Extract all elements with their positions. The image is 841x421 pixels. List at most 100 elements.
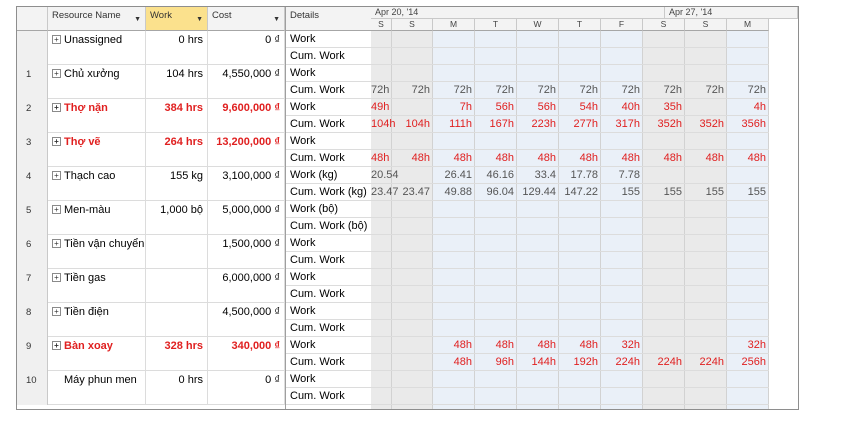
- usage-value-cell[interactable]: [392, 99, 433, 116]
- usage-value-cell[interactable]: [517, 388, 559, 405]
- cost-cell[interactable]: 4,550,000 ₫: [208, 65, 285, 99]
- usage-value-cell[interactable]: 155: [727, 184, 769, 201]
- work-cell[interactable]: [146, 235, 208, 269]
- usage-value-cell[interactable]: [559, 371, 601, 388]
- usage-value-cell[interactable]: [601, 218, 643, 235]
- usage-value-cell[interactable]: [371, 269, 392, 286]
- usage-value-cell[interactable]: [517, 65, 559, 82]
- expand-plus-icon[interactable]: +: [52, 103, 61, 112]
- usage-value-cell[interactable]: [601, 252, 643, 269]
- work-cell[interactable]: 0 hrs: [146, 31, 208, 65]
- usage-value-cell[interactable]: [601, 388, 643, 405]
- usage-value-cell[interactable]: [727, 320, 769, 337]
- resource-name-cell[interactable]: + Tiền vận chuyển: [48, 235, 146, 269]
- usage-value-cell[interactable]: [685, 320, 727, 337]
- usage-value-cell[interactable]: 48h: [433, 150, 475, 167]
- usage-value-cell[interactable]: 72h: [433, 82, 475, 99]
- resource-row[interactable]: + Bàn xoay 328 hrs 340,000 ₫: [48, 337, 285, 371]
- usage-value-cell[interactable]: [392, 269, 433, 286]
- detail-label[interactable]: Work: [286, 31, 372, 48]
- usage-value-cell[interactable]: 224h: [685, 354, 727, 371]
- cost-cell[interactable]: 4,500,000 ₫: [208, 303, 285, 337]
- usage-value-cell[interactable]: [475, 371, 517, 388]
- usage-value-cell[interactable]: [433, 65, 475, 82]
- resource-name-cell[interactable]: + Bàn xoay: [48, 337, 146, 371]
- work-cell[interactable]: 104 hrs: [146, 65, 208, 99]
- cost-cell[interactable]: 1,500,000 ₫: [208, 235, 285, 269]
- detail-label[interactable]: Cum. Work: [286, 252, 372, 269]
- resource-name-cell[interactable]: + Tiền điện: [48, 303, 146, 337]
- resource-row[interactable]: + Men-màu 1,000 bộ 5,000,000 ₫: [48, 201, 285, 235]
- resource-name-cell[interactable]: + Unassigned: [48, 31, 146, 65]
- expand-plus-icon[interactable]: +: [52, 341, 61, 350]
- usage-value-cell[interactable]: 48h: [643, 150, 685, 167]
- usage-value-cell[interactable]: 155: [643, 184, 685, 201]
- expand-plus-icon[interactable]: +: [52, 171, 61, 180]
- usage-value-cell[interactable]: [475, 218, 517, 235]
- usage-value-cell[interactable]: [433, 201, 475, 218]
- usage-value-cell[interactable]: [727, 218, 769, 235]
- usage-value-cell[interactable]: [517, 218, 559, 235]
- detail-label[interactable]: Work: [286, 337, 372, 354]
- usage-value-cell[interactable]: [559, 269, 601, 286]
- usage-value-cell[interactable]: 72h: [517, 82, 559, 99]
- usage-value-cell[interactable]: [433, 235, 475, 252]
- usage-value-cell[interactable]: [392, 31, 433, 48]
- resource-name-cell[interactable]: + Thợ vẽ: [48, 133, 146, 167]
- resource-row[interactable]: + Tiền gas 6,000,000 ₫: [48, 269, 285, 303]
- expand-plus-icon[interactable]: +: [52, 239, 61, 248]
- resource-name-cell[interactable]: + Thợ nặn: [48, 99, 146, 133]
- usage-value-cell[interactable]: 20.54: [371, 167, 399, 184]
- detail-label[interactable]: Work: [286, 371, 372, 388]
- usage-value-cell[interactable]: [727, 303, 769, 320]
- usage-value-cell[interactable]: 129.44: [517, 184, 559, 201]
- usage-value-cell[interactable]: [643, 31, 685, 48]
- usage-value-cell[interactable]: [559, 48, 601, 65]
- usage-value-cell[interactable]: [475, 320, 517, 337]
- work-cell[interactable]: [146, 303, 208, 337]
- usage-value-cell[interactable]: [475, 269, 517, 286]
- usage-value-cell[interactable]: [371, 371, 392, 388]
- usage-value-cell[interactable]: 72h: [685, 82, 727, 99]
- resource-name-cell[interactable]: + Thạch cao: [48, 167, 146, 201]
- usage-value-cell[interactable]: [727, 269, 769, 286]
- usage-value-cell[interactable]: 72h: [559, 82, 601, 99]
- usage-value-cell[interactable]: 26.41: [433, 167, 475, 184]
- usage-value-cell[interactable]: [371, 65, 392, 82]
- usage-value-cell[interactable]: [685, 167, 727, 184]
- usage-value-cell[interactable]: [371, 218, 392, 235]
- usage-value-cell[interactable]: [433, 31, 475, 48]
- work-cell[interactable]: 0 hrs: [146, 371, 208, 405]
- usage-value-cell[interactable]: [433, 371, 475, 388]
- usage-value-cell[interactable]: [475, 388, 517, 405]
- usage-value-cell[interactable]: [727, 31, 769, 48]
- usage-value-cell[interactable]: [559, 303, 601, 320]
- usage-value-cell[interactable]: 72h: [392, 82, 433, 99]
- usage-value-cell[interactable]: [727, 65, 769, 82]
- usage-value-cell[interactable]: 104h: [371, 116, 395, 133]
- usage-value-cell[interactable]: [475, 48, 517, 65]
- usage-value-cell[interactable]: [517, 133, 559, 150]
- resource-name-cell[interactable]: + Chủ xưởng: [48, 65, 146, 99]
- usage-value-cell[interactable]: [517, 320, 559, 337]
- usage-value-cell[interactable]: [727, 167, 769, 184]
- usage-value-cell[interactable]: [433, 252, 475, 269]
- usage-value-cell[interactable]: 4h: [727, 99, 769, 116]
- detail-label[interactable]: Cum. Work: [286, 286, 372, 303]
- usage-value-cell[interactable]: [559, 235, 601, 252]
- resource-row[interactable]: + Thạch cao 155 kg 3,100,000 ₫: [48, 167, 285, 201]
- usage-value-cell[interactable]: [601, 286, 643, 303]
- cost-cell[interactable]: 0 ₫: [208, 371, 285, 405]
- detail-label[interactable]: Cum. Work (kg): [286, 184, 372, 201]
- usage-value-cell[interactable]: [727, 48, 769, 65]
- usage-value-cell[interactable]: [727, 201, 769, 218]
- usage-value-cell[interactable]: [392, 286, 433, 303]
- resource-row[interactable]: Máy phun men 0 hrs 0 ₫: [48, 371, 285, 405]
- usage-value-cell[interactable]: [685, 388, 727, 405]
- detail-label[interactable]: Work (kg): [286, 167, 372, 184]
- usage-value-cell[interactable]: [685, 252, 727, 269]
- resource-name-cell[interactable]: + Men-màu: [48, 201, 146, 235]
- usage-value-cell[interactable]: 17.78: [559, 167, 601, 184]
- usage-value-cell[interactable]: 48h: [727, 150, 769, 167]
- expand-plus-icon[interactable]: +: [52, 137, 61, 146]
